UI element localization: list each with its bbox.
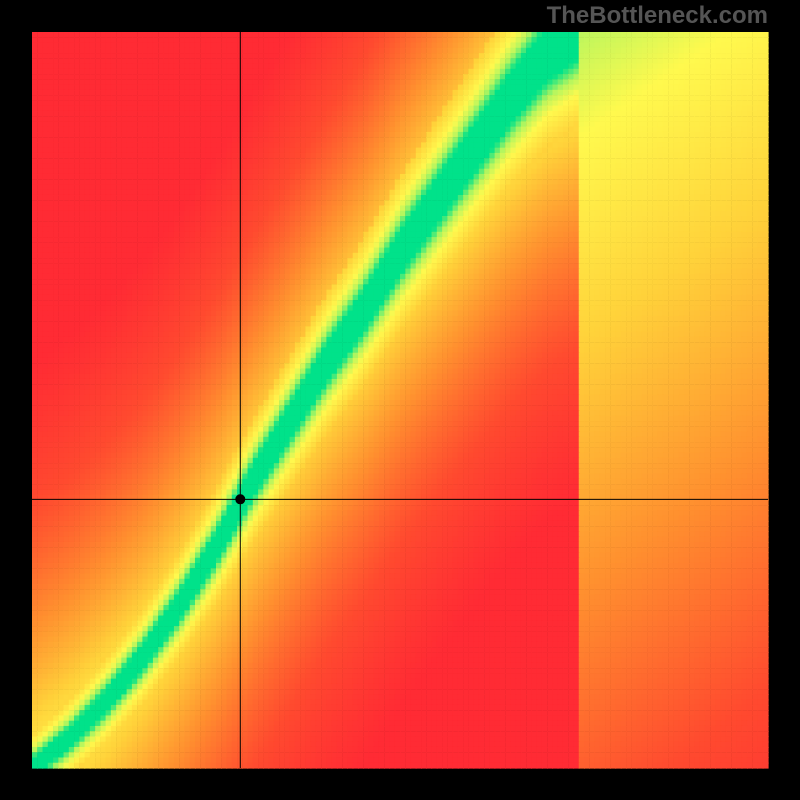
bottleneck-heatmap — [0, 0, 800, 800]
chart-container: TheBottleneck.com — [0, 0, 800, 800]
watermark-text: TheBottleneck.com — [547, 2, 768, 30]
